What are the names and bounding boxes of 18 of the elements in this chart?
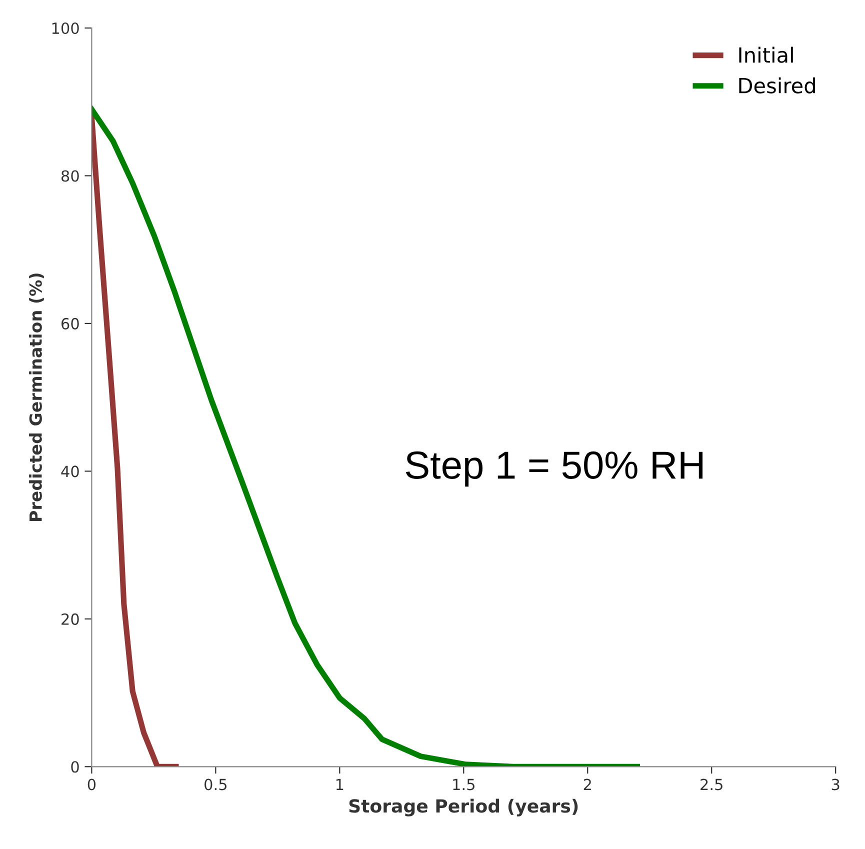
y-axis-title: Predicted Germination (%) <box>29 274 44 521</box>
x-axis-title: Storage Period (years) <box>349 798 578 816</box>
y-tick-label: 100 <box>52 22 79 34</box>
y-tick-label: 20 <box>62 613 79 625</box>
y-tick-label: 60 <box>62 318 79 330</box>
y-tick-label: 40 <box>61 466 79 478</box>
x-tick-label: 0 <box>88 778 96 790</box>
x-tick-label: 2 <box>584 778 591 790</box>
y-tick-label: 80 <box>61 170 79 182</box>
x-tick-label: 1 <box>336 778 344 790</box>
x-tick-label: 1.5 <box>453 778 474 790</box>
annotation: Step 1 = 50% RH <box>406 451 703 487</box>
y-tick-label: 0 <box>71 761 79 773</box>
x-tick-label: 0.5 <box>204 778 226 790</box>
legend-label: Initial <box>739 46 793 63</box>
x-tick-label: 2.5 <box>700 778 722 790</box>
legend-label: Desired <box>739 77 815 94</box>
x-tick-label: 3 <box>832 778 840 790</box>
